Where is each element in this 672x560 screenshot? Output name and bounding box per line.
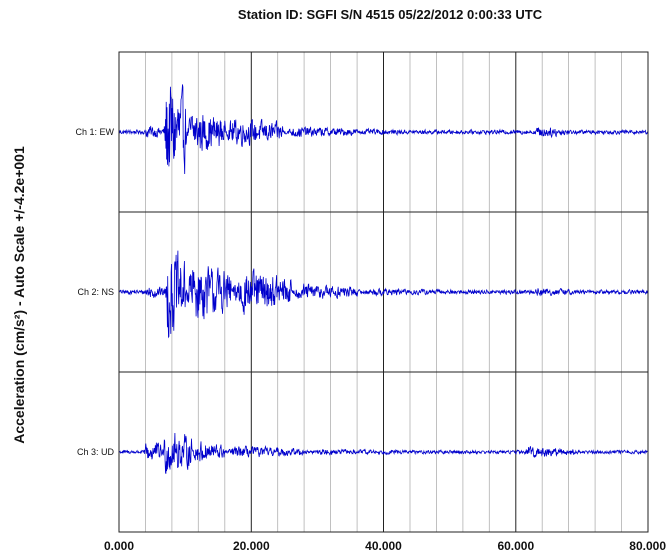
channel-label: Ch 3: UD [77,447,115,457]
traces [118,84,649,474]
channel-label: Ch 1: EW [75,127,114,137]
channel-labels: Ch 1: EW Ch 2: NS Ch 3: UD [75,127,114,457]
x-axis-ticks: 0.000 20.000 40.000 60.000 80.000 [104,539,666,553]
channel-label: Ch 2: NS [77,287,114,297]
x-tick-label: 80.000 [629,539,666,553]
x-tick-label: 0.000 [104,539,134,553]
plot-frame [118,51,649,533]
chart-title: Station ID: SGFI S/N 4515 05/22/2012 0:0… [238,7,543,22]
channel-trace [118,84,649,175]
x-tick-label: 40.000 [365,539,402,553]
x-tick-label: 20.000 [233,539,270,553]
channel-trace [118,432,649,474]
x-tick-label: 60.000 [497,539,534,553]
channel-trace [118,250,649,339]
plot-border [118,51,649,533]
y-axis-label: Acceleration (cm/s²) - Auto Scale +/-4.2… [11,146,27,444]
